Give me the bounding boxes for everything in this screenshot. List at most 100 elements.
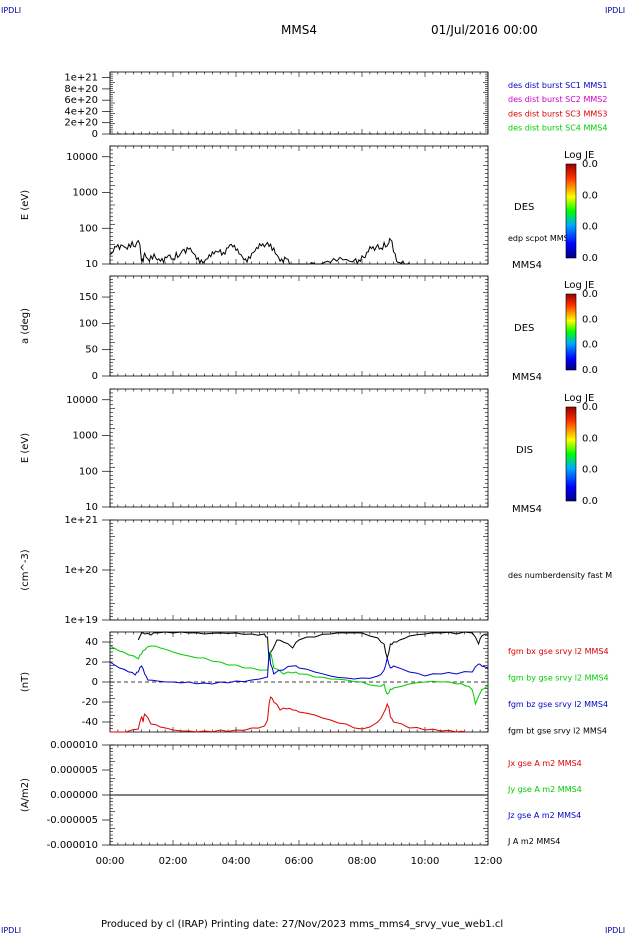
panel-des-pitch-ytick-label: 50 [85,345,98,356]
panel-des-energy-sat-label: MMS4 [512,260,542,271]
x-axis-tick-label: 12:00 [474,856,503,867]
x-axis-tick-label: 06:00 [285,856,314,867]
panel-des-pitch-frame [109,275,489,377]
panel-density-ytick-label: 1e+19 [64,615,98,626]
panel-density-frame [109,519,489,621]
panel-des-energy-colorbar [565,163,577,259]
panel-des-pitch-colorbar [565,293,577,371]
panel-density-ytick-label: 1e+21 [64,515,98,526]
panel-fgm-legend-item: fgm bx gse srvy l2 MMS4 [508,647,609,656]
panel-dist-burst-legend-item: des dist burst SC2 MMS2 [508,95,607,104]
panel-des-pitch-ylabel: a (deg) [20,308,31,344]
panel-des-energy-ytick-label: 1000 [73,188,98,199]
panel-current-legend-item: Jx gse A m2 MMS4 [507,759,582,768]
panel-fgm-legend-item: fgm bt gse srvy l2 MMS4 [508,727,607,736]
footer-credits: Produced by cl (IRAP) Printing date: 27/… [101,919,504,930]
x-axis-tick-label: 08:00 [348,856,377,867]
panel-des-energy-colorbar-tick-label: 0.0 [582,253,598,264]
panel-des-pitch-colorbar-title: Log JE [564,280,594,291]
panel-des-energy-overlay-label: edp scpot MMS4 [508,234,574,243]
panel-des-energy-colorbar-tick-label: 0.0 [582,159,598,170]
panel-des-energy-ytick-label: 10 [85,259,98,270]
panel-des-pitch-ytick-label: 150 [79,292,98,303]
panel-des-energy-scpot-line [109,237,410,265]
panel-dis-energy-ytick-label: 1000 [73,431,98,442]
panel-dis-energy-colorbar-tick-label: 0.0 [582,433,598,444]
panel-current-legend-item: Jy gse A m2 MMS4 [507,785,582,794]
panel-dis-energy-colorbar-tick-label: 0.0 [582,496,598,507]
panel-density-legend-item: des numberdensity fast M [508,571,612,580]
panel-current-legend-item: Jz gse A m2 MMS4 [507,811,581,820]
panel-des-energy-frame [109,145,489,265]
panel-dist-burst-legend-item: des dist burst SC4 MMS4 [508,124,607,133]
panel-des-energy-colorbar-tick-label: 0.0 [582,190,598,201]
panel-fgm-ytick-label: -20 [82,697,98,708]
corner-tag-bottom-right: IPDLI [605,926,626,935]
panel-dis-energy-colorbar-tick-label: 0.0 [582,465,598,476]
panel-dist-burst-frame [109,71,489,135]
x-axis-tick-label: 00:00 [96,856,125,867]
panel-des-pitch-colorbar-tick-label: 0.0 [582,289,598,300]
panel-dist-burst-ytick-label: 8e+20 [64,84,98,95]
panel-density-ylabel: (cm^-3) [20,549,31,590]
panel-density-ytick-label: 1e+20 [64,565,98,576]
panel-des-energy-ytick-label: 10000 [66,152,98,163]
x-axis-tick-label: 02:00 [159,856,188,867]
panel-fgm-ytick-label: -40 [82,717,98,728]
panel-dis-energy-ytick-label: 10 [85,502,98,513]
panel-current-legend-item: J A m2 MMS4 [507,837,560,846]
panel-fgm-legend-item: fgm bz gse srvy l2 MMS4 [508,700,608,709]
panel-current-ytick-label: -0.000010 [47,840,98,851]
panel-dis-energy-sat-label: MMS4 [512,504,542,515]
panel-des-pitch-label: DES [514,323,534,334]
corner-tag-bottom-left: IPDLI [1,926,22,935]
panel-des-energy-colorbar-title: Log JE [564,150,594,161]
panel-dis-energy-ytick-label: 10000 [66,395,98,406]
panel-dist-burst-ytick-label: 6e+20 [64,95,98,106]
panel-dis-energy-ylabel: E (eV) [20,433,31,463]
panel-fgm-bx-line [110,696,467,733]
panel-current-ytick-label: 0.000010 [50,740,98,751]
panel-dis-energy-colorbar-title: Log JE [564,393,594,404]
x-axis-tick-label: 10:00 [411,856,440,867]
panel-des-energy-colorbar-tick-label: 0.0 [582,222,598,233]
panel-des-pitch-colorbar-tick-label: 0.0 [582,365,598,376]
panel-fgm-by-line [109,645,489,706]
panel-fgm-bt-line [137,631,489,661]
panel-fgm-ylabel: (nT) [20,672,31,692]
panel-current-ytick-label: -0.000005 [47,815,98,826]
panel-dist-burst-ytick-label: 2e+20 [64,118,98,129]
panel-dis-energy-colorbar-tick-label: 0.0 [582,402,598,413]
panel-dist-burst-legend-item: des dist burst SC1 MMS1 [508,81,607,90]
satellite-title: MMS4 [281,23,317,37]
panel-des-pitch-sat-label: MMS4 [512,372,542,383]
panel-dist-burst-ytick-label: 4e+20 [64,106,98,117]
panel-dis-energy-frame [109,388,489,508]
panel-fgm-ytick-label: 0 [92,677,98,688]
panel-current-ytick-label: 0.000005 [50,765,98,776]
panel-des-pitch-colorbar-tick-label: 0.0 [582,314,598,325]
panel-dist-burst-legend-item: des dist burst SC3 MMS3 [508,109,607,118]
panel-fgm-bz-line [109,651,489,685]
panel-des-pitch-ytick-label: 0 [92,371,98,382]
panel-current-ytick-label: 0.000000 [50,790,98,801]
panel-des-energy-ytick-label: 100 [79,223,98,234]
panel-des-pitch-colorbar-tick-label: 0.0 [582,340,598,351]
date-title: 01/Jul/2016 00:00 [431,23,538,37]
corner-tag-top-right: IPDLI [605,6,626,15]
panel-des-energy-label: DES [514,202,534,213]
panel-fgm-ytick-label: 20 [85,657,98,668]
panel-dist-burst-ytick-label: 0 [92,129,98,140]
panel-fgm-legend-item: fgm by gse srvy l2 MMS4 [508,674,609,683]
panel-dis-energy-ytick-label: 100 [79,466,98,477]
panel-dist-burst-ytick-label: 1e+21 [64,73,98,84]
panel-des-pitch-ytick-label: 100 [79,318,98,329]
corner-tag-top-left: IPDLI [1,6,22,15]
x-axis-tick-label: 04:00 [222,856,251,867]
panel-fgm-ytick-label: 40 [85,637,98,648]
panel-dis-energy-label: DIS [516,445,533,456]
panel-dis-energy-colorbar [565,406,577,502]
panel-des-energy-ylabel: E (eV) [20,190,31,220]
panel-current-ylabel: (A/m2) [20,778,31,812]
